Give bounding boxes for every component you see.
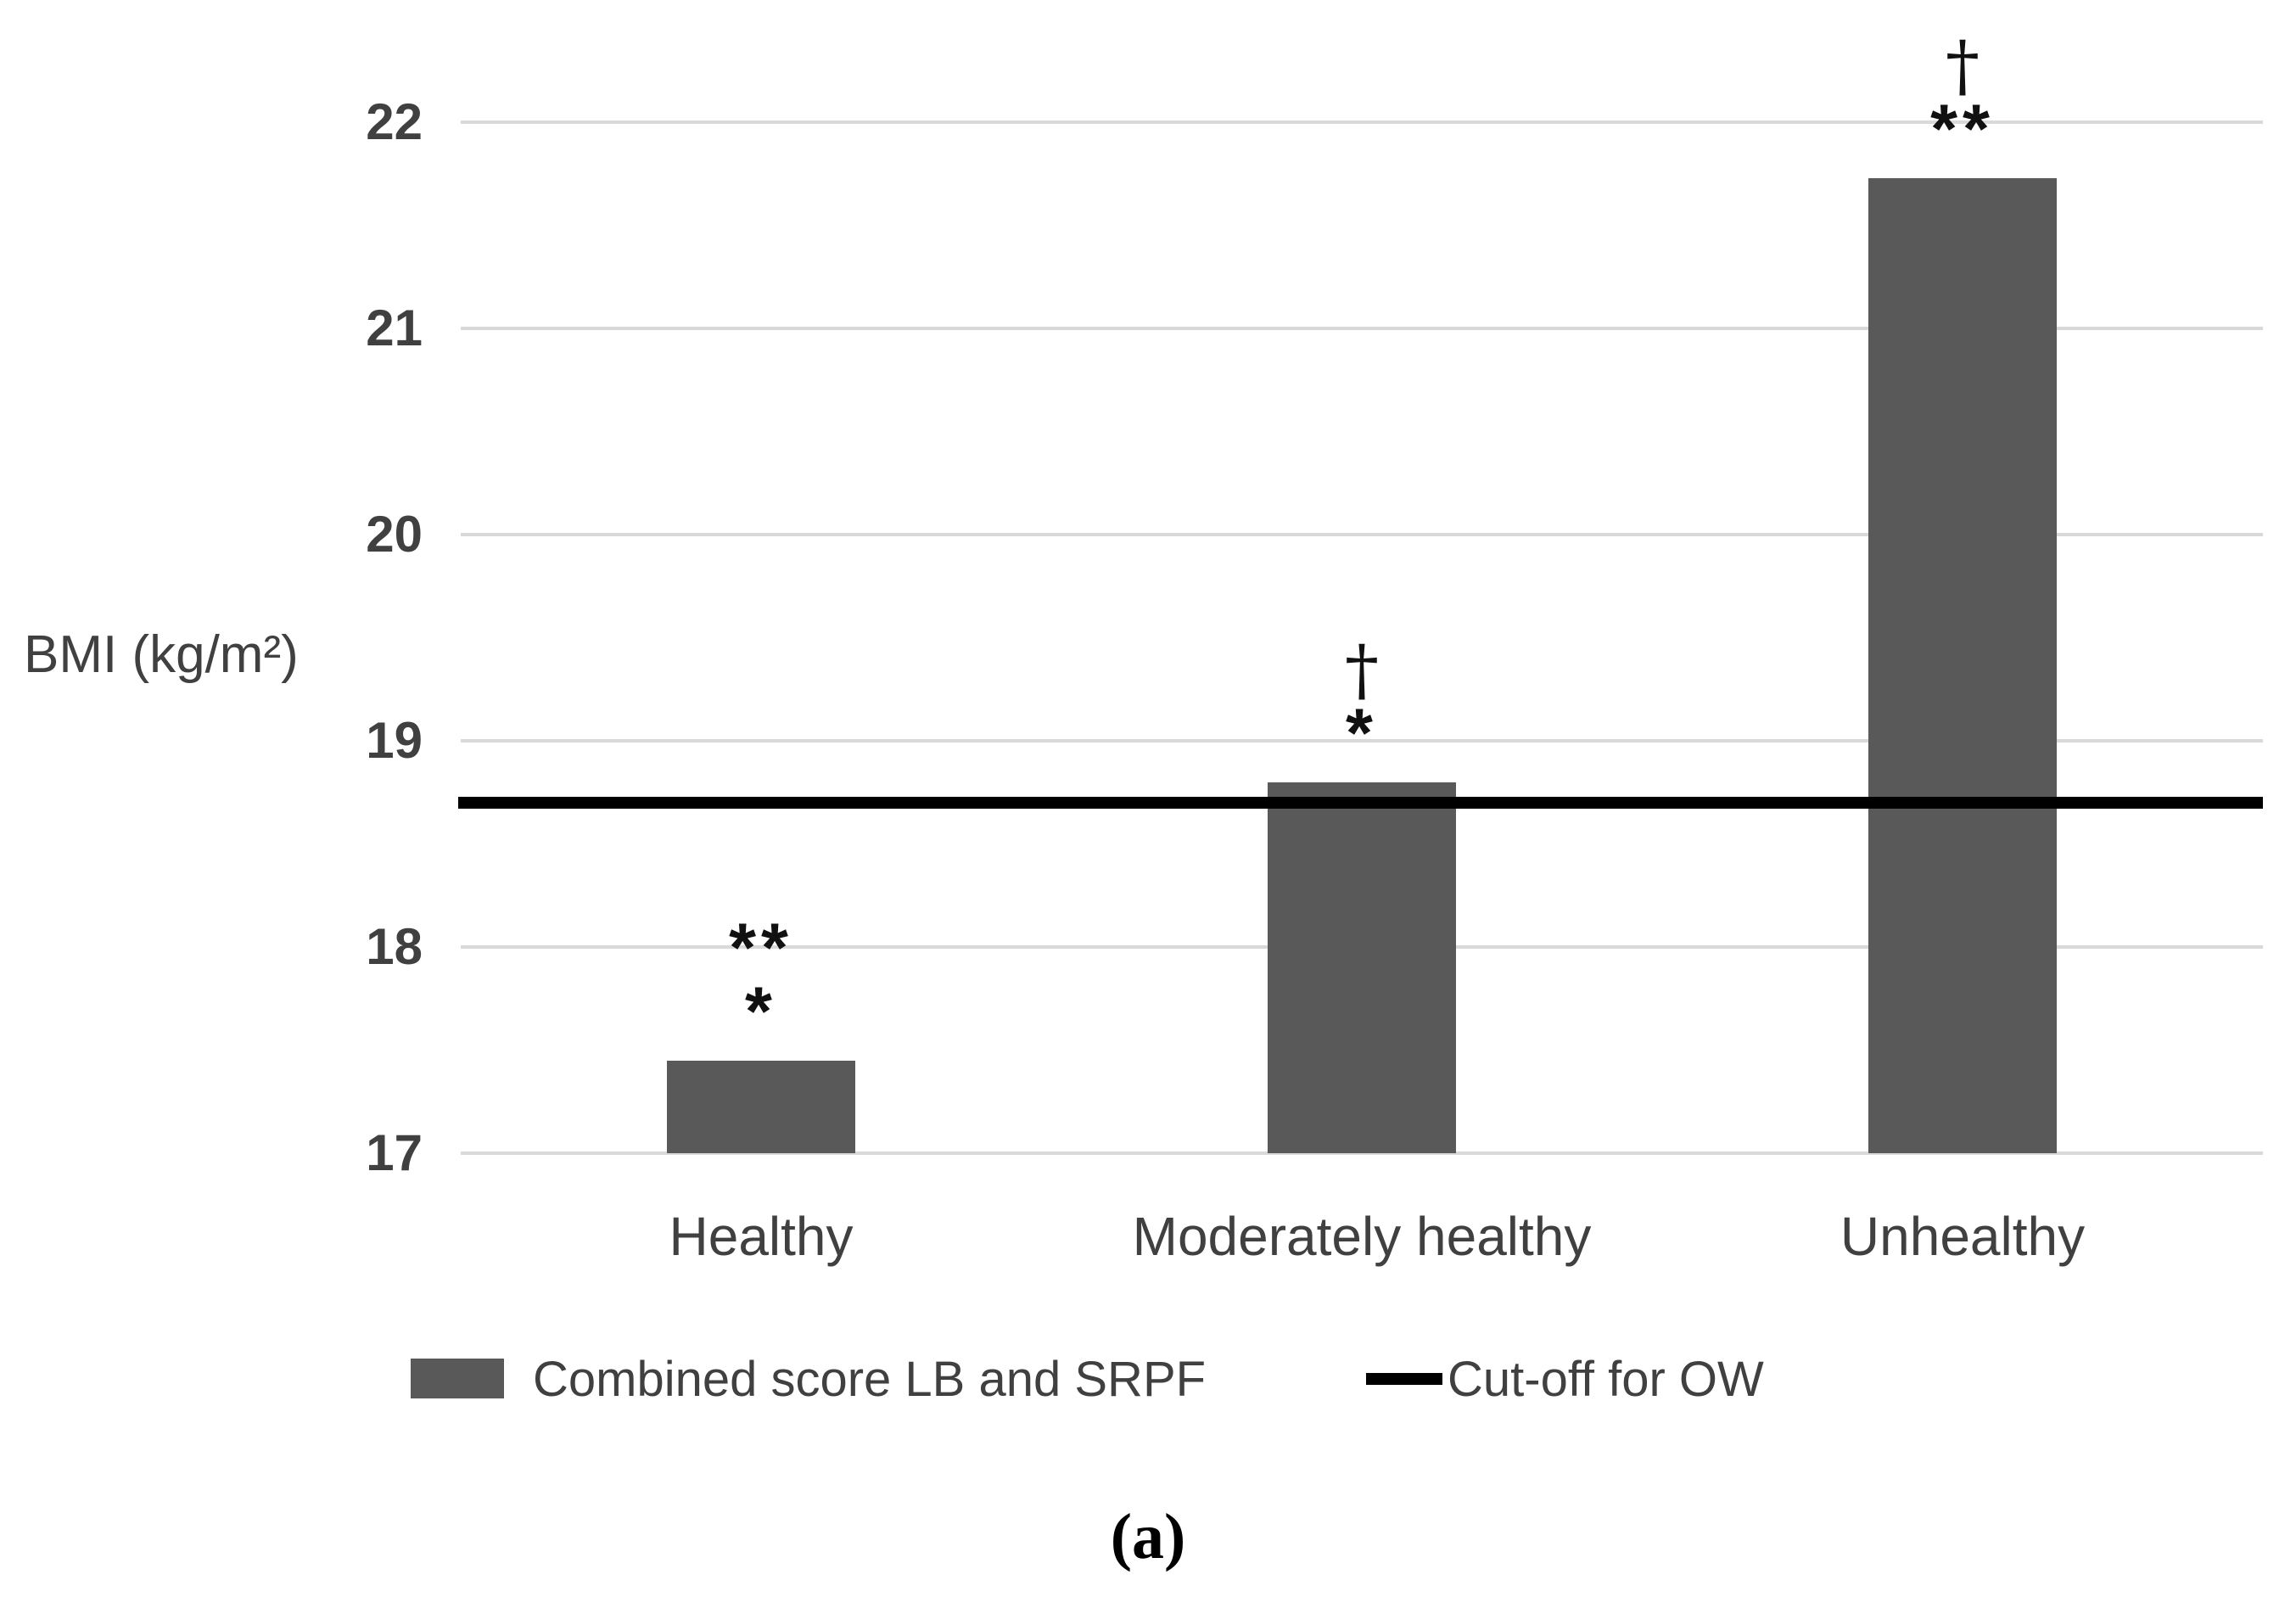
category-label-moderately-healthy: Moderately healthy — [1132, 1206, 1592, 1267]
y-tick-label-20: 20 — [366, 506, 423, 563]
dagger-annotation: † — [1945, 25, 1980, 105]
y-tick-label-21: 21 — [366, 300, 423, 356]
bar-moderately-healthy — [1268, 782, 1456, 1153]
gridline-21 — [461, 327, 2263, 330]
annotation-moderately-healthy: † * — [1345, 630, 1379, 772]
bar-unhealthy — [1868, 177, 2057, 1153]
dagger-annotation: † — [1345, 630, 1379, 709]
figure-caption: (a) — [1110, 1501, 1186, 1572]
y-tick-label-19: 19 — [366, 712, 423, 769]
gridline-17 — [461, 1152, 2263, 1155]
legend-cutoff-label: Cut-off for OW — [1448, 1352, 1764, 1407]
y-tick-label-17: 17 — [366, 1124, 423, 1181]
gridline-22 — [461, 120, 2263, 124]
annotation-unhealthy: † ** — [1930, 25, 1995, 168]
category-label-unhealthy: Unhealthy — [1840, 1206, 2086, 1267]
y-tick-label-22: 22 — [366, 93, 423, 150]
bar-healthy — [667, 1060, 855, 1153]
asterisk-annotation: ** — [1930, 90, 1995, 168]
y-tick-label-18: 18 — [366, 918, 423, 975]
gridline-19 — [461, 739, 2263, 742]
y-axis-title: BMI (kg/m²) — [24, 625, 299, 684]
legend-bar-swatch — [411, 1359, 504, 1398]
category-label-healthy: Healthy — [669, 1206, 854, 1267]
asterisk-annotation: ** — [729, 909, 793, 987]
gridline-20 — [461, 533, 2263, 536]
legend-cutoff-line-swatch — [1366, 1373, 1442, 1385]
cutoff-line — [458, 796, 2263, 809]
annotation-healthy: ** * — [729, 909, 793, 1051]
asterisk-annotation: * — [745, 972, 777, 1051]
legend-bar-label: Combined score LB and SRPF — [533, 1352, 1207, 1407]
asterisk-annotation: * — [1346, 694, 1378, 772]
